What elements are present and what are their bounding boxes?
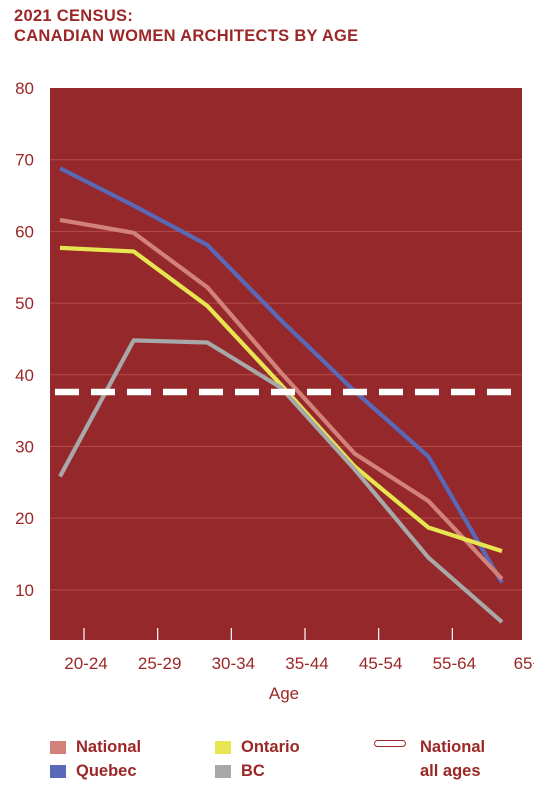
x-tick-label: 20-24 [64, 654, 107, 673]
x-axis-label: Age [269, 684, 299, 703]
legend-item-national-all-ages: National all ages [420, 735, 485, 783]
x-axis-ticks: 20-24 25-29 30-34 35-44 45-54 55-64 65+ [64, 654, 534, 673]
y-tick-label: 40 [15, 366, 34, 385]
series-line-national [59, 217, 504, 581]
x-tick-label: 65+ [514, 654, 534, 673]
x-tick-label: 30-34 [212, 654, 255, 673]
y-axis-ticks: 80 70 60 50 40 30 20 10 [15, 79, 34, 600]
legend: National Quebec Ontario BC [0, 730, 534, 790]
x-tick-label: 45-54 [359, 654, 402, 673]
gridlines [50, 159, 527, 640]
chart-title-line-2: CANADIAN WOMEN ARCHITECTS BY AGE [14, 27, 359, 45]
legend-label-national: National [76, 738, 142, 756]
chart-title-line-1: 2021 CENSUS: [14, 7, 134, 25]
y-tick-label: 50 [15, 294, 34, 313]
y-tick-label: 80 [15, 79, 34, 98]
series-line-ontario [59, 245, 503, 554]
legend-label-quebec: Quebec [76, 762, 137, 780]
legend-label-national-all-ages-line-2: all ages [420, 762, 481, 780]
legend-swatch-ontario [215, 741, 231, 754]
y-tick-label: 10 [15, 581, 34, 600]
legend-label-bc: BC [241, 762, 265, 780]
series-line-quebec [59, 166, 504, 584]
x-tick-label: 35-44 [285, 654, 328, 673]
plot-area [50, 88, 522, 640]
legend-swatch-quebec [50, 765, 66, 778]
legend-label-national-all-ages-line-1: National [420, 738, 486, 756]
legend-label-ontario: Ontario [241, 738, 300, 756]
y-tick-label: 70 [15, 151, 34, 170]
y-tick-label: 30 [15, 437, 34, 456]
y-tick-label: 60 [15, 222, 34, 241]
y-tick-label: 20 [15, 509, 34, 528]
legend-swatch-national [50, 741, 66, 754]
legend-item-ontario: Ontario [215, 738, 300, 757]
chart-title: 2021 CENSUS: CANADIAN WOMEN ARCHITECTS B… [14, 6, 359, 46]
series-lines [58, 166, 504, 624]
series-line-bc [58, 338, 504, 624]
legend-item-bc: BC [215, 762, 265, 781]
legend-swatch-national-all-ages [374, 740, 406, 747]
legend-item-national: National [50, 738, 141, 757]
x-tick-label: 55-64 [433, 654, 476, 673]
legend-item-quebec: Quebec [50, 762, 137, 781]
x-tick-label: 25-29 [138, 654, 181, 673]
legend-swatch-bc [215, 765, 231, 778]
line-chart: 80 70 60 50 40 30 20 10 20-24 25-29 30-34 35-44 45-… [15, 79, 534, 703]
